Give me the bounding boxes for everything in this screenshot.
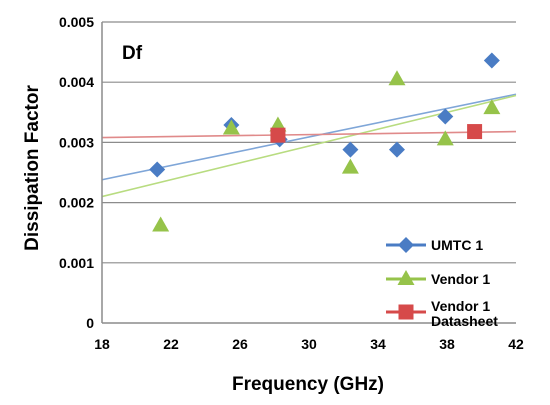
x-tick-label: 22 bbox=[163, 336, 179, 352]
y-tick-label: 0.003 bbox=[59, 134, 94, 150]
data-point-triangle bbox=[483, 99, 501, 115]
legend-label: Vendor 1 bbox=[431, 298, 490, 314]
data-point-triangle bbox=[152, 216, 170, 232]
x-tick-label: 30 bbox=[301, 336, 317, 352]
data-point-diamond bbox=[437, 108, 454, 125]
trend-line bbox=[101, 94, 517, 198]
x-tick-label: 42 bbox=[508, 336, 524, 352]
legend-label: Vendor 1 bbox=[431, 271, 490, 287]
x-axis-title: Frequency (GHz) bbox=[232, 374, 384, 395]
legend-label: UMTC 1 bbox=[431, 237, 483, 253]
legend-marker-diamond bbox=[398, 237, 414, 253]
data-points bbox=[149, 52, 501, 232]
df-annotation: Df bbox=[122, 43, 143, 64]
data-point-diamond bbox=[388, 141, 405, 158]
data-point-triangle bbox=[388, 70, 406, 86]
x-tick-label: 18 bbox=[94, 336, 110, 352]
data-point-diamond bbox=[342, 141, 359, 158]
trend-line bbox=[101, 93, 517, 181]
y-tick-label: 0 bbox=[86, 315, 94, 331]
data-point-square bbox=[270, 127, 286, 143]
gridlines bbox=[102, 21, 516, 264]
data-point-triangle bbox=[341, 158, 359, 174]
x-tick-label: 26 bbox=[232, 336, 248, 352]
y-tick-label: 0.001 bbox=[59, 255, 94, 271]
data-point-triangle bbox=[222, 119, 240, 135]
y-tick-label: 0.005 bbox=[59, 14, 94, 30]
x-tick-label: 34 bbox=[370, 336, 386, 352]
data-point-triangle bbox=[436, 130, 454, 146]
axes bbox=[101, 22, 516, 324]
trend-lines bbox=[101, 93, 517, 198]
legend-marker-triangle bbox=[397, 270, 415, 285]
data-point-square bbox=[467, 124, 483, 140]
legend-marker-square bbox=[398, 304, 414, 320]
tick-labels: 0 0.001 0.002 0.003 0.004 0.005 18 22 26 30 34 38 42 bbox=[59, 14, 524, 352]
legend-label: Datasheet bbox=[431, 313, 498, 329]
data-point-diamond bbox=[149, 161, 166, 178]
y-tick-label: 0.002 bbox=[59, 195, 94, 211]
data-point-diamond bbox=[483, 52, 500, 69]
x-tick-label: 38 bbox=[439, 336, 455, 352]
trend-line bbox=[101, 130, 517, 139]
y-tick-label: 0.004 bbox=[59, 74, 94, 90]
y-axis-title: Dissipation Factor bbox=[22, 85, 43, 251]
